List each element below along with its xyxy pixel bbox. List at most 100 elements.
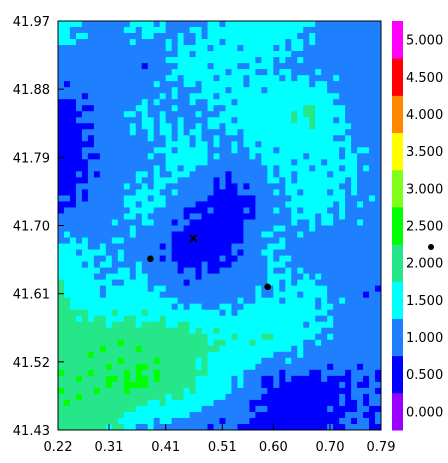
- contour-cell: [303, 279, 310, 287]
- contour-cell: [63, 333, 71, 341]
- contour-cell: [129, 165, 137, 172]
- contour-cell: [111, 171, 119, 178]
- contour-cell: [279, 171, 286, 178]
- contour-cell: [207, 141, 215, 148]
- contour-cell: [165, 345, 173, 353]
- contour-cell: [369, 45, 376, 52]
- contour-cell: [267, 75, 274, 82]
- contour-cell: [285, 363, 292, 371]
- contour-cell: [141, 405, 149, 413]
- contour-cell: [345, 165, 352, 172]
- contour-cell: [93, 39, 101, 46]
- contour-cell: [267, 111, 274, 118]
- contour-cell: [135, 45, 143, 52]
- contour-cell: [273, 63, 280, 70]
- contour-cell: [75, 207, 83, 215]
- contour-cell: [291, 291, 298, 299]
- contour-cell: [207, 279, 215, 287]
- contour-cell: [273, 291, 280, 299]
- contour-cell: [75, 267, 83, 275]
- contour-cell: [117, 99, 125, 106]
- contour-cell: [339, 369, 346, 377]
- contour-cell: [333, 177, 340, 184]
- contour-cell: [285, 81, 292, 88]
- contour-cell: [243, 327, 251, 335]
- contour-cell: [165, 273, 173, 281]
- contour-cell: [201, 195, 209, 203]
- contour-cell: [123, 141, 131, 148]
- contour-cell: [213, 339, 221, 347]
- contour-cell: [327, 45, 334, 52]
- contour-cell: [273, 363, 280, 371]
- contour-cell: [123, 327, 131, 335]
- contour-cell: [63, 159, 71, 166]
- contour-cell: [159, 189, 167, 197]
- contour-cell: [279, 255, 286, 263]
- contour-cell: [309, 249, 316, 257]
- contour-cell: [159, 291, 167, 299]
- contour-cell: [225, 135, 233, 142]
- contour-cell: [58, 207, 65, 215]
- contour-cell: [153, 291, 161, 299]
- contour-cell: [123, 171, 131, 178]
- contour-cell: [159, 69, 167, 76]
- contour-cell: [213, 303, 221, 311]
- contour-cell: [147, 21, 155, 28]
- contour-cell: [309, 279, 316, 287]
- contour-cell: [87, 21, 95, 28]
- contour-cell: [333, 339, 340, 347]
- contour-cell: [339, 87, 346, 94]
- contour-cell: [58, 231, 65, 239]
- contour-cell: [231, 123, 239, 130]
- contour-cell: [243, 285, 251, 293]
- contour-cell: [201, 159, 209, 166]
- contour-cell: [363, 297, 370, 305]
- contour-cell: [333, 369, 340, 377]
- contour-cell: [321, 93, 328, 100]
- contour-cell: [123, 117, 131, 124]
- contour-cell: [153, 339, 161, 347]
- contour-cell: [195, 219, 203, 227]
- contour-cell: [141, 369, 149, 377]
- contour-cell: [279, 333, 286, 341]
- contour-cell: [177, 387, 185, 395]
- contour-cell: [165, 183, 173, 191]
- contour-cell: [207, 291, 215, 299]
- contour-cell: [111, 123, 119, 130]
- contour-cell: [279, 249, 286, 257]
- contour-cell: [369, 153, 376, 160]
- contour-cell: [279, 75, 286, 82]
- contour-cell: [291, 243, 298, 251]
- contour-cell: [231, 99, 239, 106]
- contour-cell: [75, 93, 83, 100]
- contour-cell: [69, 171, 77, 178]
- contour-cell: [237, 63, 245, 70]
- contour-cell: [105, 387, 113, 395]
- contour-cell: [69, 165, 77, 172]
- contour-cell: [183, 315, 191, 323]
- contour-cell: [249, 75, 256, 82]
- contour-cell: [315, 135, 322, 142]
- contour-cell: [117, 39, 125, 46]
- contour-cell: [303, 189, 310, 197]
- contour-cell: [369, 141, 376, 148]
- contour-cell: [117, 213, 125, 221]
- contour-cell: [273, 45, 280, 52]
- contour-cell: [345, 399, 352, 407]
- contour-cell: [279, 213, 286, 221]
- contour-cell: [129, 39, 137, 46]
- contour-cell: [189, 339, 197, 347]
- contour-cell: [339, 57, 346, 64]
- contour-cell: [111, 417, 119, 425]
- contour-cell: [189, 417, 197, 425]
- contour-cell: [177, 33, 185, 40]
- contour-cell: [171, 273, 179, 281]
- contour-cell: [225, 417, 233, 425]
- contour-cell: [333, 111, 340, 118]
- contour-cell: [225, 51, 233, 58]
- contour-cell: [201, 111, 209, 118]
- contour-cell: [105, 327, 113, 335]
- contour-cell: [297, 219, 304, 227]
- contour-cell: [291, 39, 298, 46]
- contour-cell: [303, 231, 310, 239]
